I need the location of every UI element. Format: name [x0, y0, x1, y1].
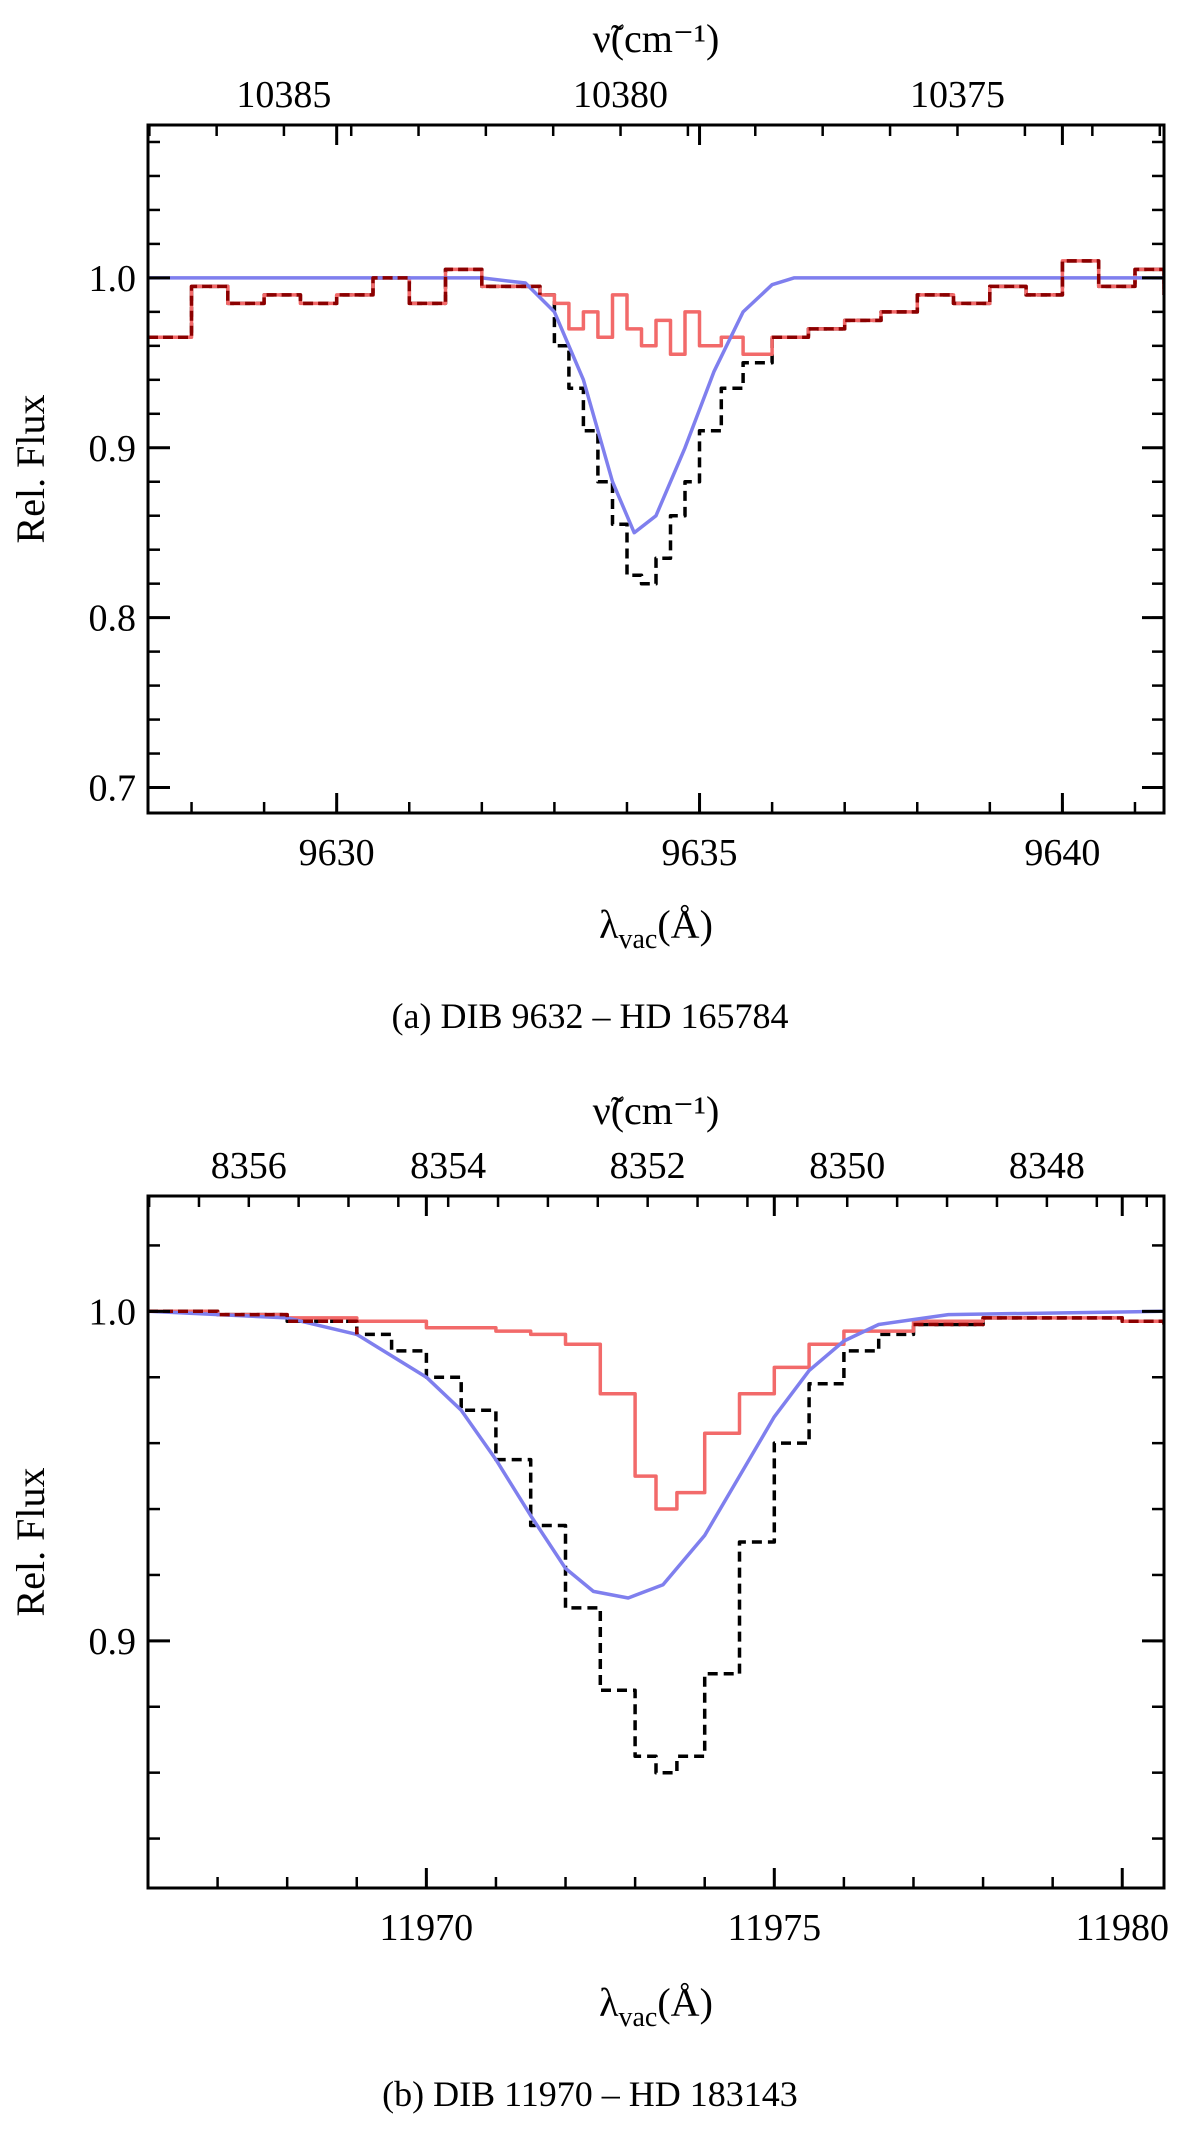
panel-b-top-tick-label: 8356	[211, 1145, 287, 1187]
panel-a-xlabel-unit: (Å)	[657, 902, 713, 947]
panel-a-xtick-label: 9640	[1024, 832, 1100, 874]
panel-b-top-tick-label: 8354	[410, 1145, 486, 1187]
panel-b-series-dark-red-overlap-4	[913, 1316, 1164, 1327]
panel-b-ticks: 11970 11975 11980 0.9 1.0 8356 8354 8352 8350 834…	[89, 1145, 1170, 1949]
panel-a-xtick-label: 9630	[299, 832, 375, 874]
panel-a-xtick-label: 9635	[662, 832, 738, 874]
panel-a-ytick-label: 0.9	[89, 428, 137, 470]
panel-b-top-tick-label: 8348	[1009, 1145, 1085, 1187]
panel-a-series-blue-model-2	[148, 276, 1164, 535]
panel-b-top-label-unit: (cm⁻¹)	[611, 1088, 720, 1133]
panel-b-xtick-label: 11980	[1075, 1907, 1169, 1949]
panel-a-series-red-steps-1	[148, 259, 1164, 357]
panel-a-ytick-label: 0.7	[89, 768, 137, 810]
panel-a-xlabel-symbol: λ	[599, 902, 619, 947]
panel-b-series-blue-model-2	[148, 1309, 1164, 1600]
panel-a-series-black-dashed-steps-0	[148, 259, 1164, 586]
panel-b-frame	[146, 1194, 1166, 1890]
panel-a-top-tick-label: 10385	[236, 74, 331, 116]
panel-a-top-tick-label: 10375	[910, 74, 1005, 116]
panel-a-series-dark-red-overlap-3	[148, 267, 542, 340]
panel-b-xtick-label: 11970	[380, 1907, 474, 1949]
panel-b-ylabel: Rel. Flux	[8, 1468, 53, 1617]
panel-b: 11970 11975 11980 0.9 1.0 8356 8354 8352 8350 834…	[8, 1088, 1169, 2114]
panel-b-top-label: ν̃(cm⁻¹)	[593, 1088, 720, 1133]
panel-b-series-dark-red-overlap-3	[148, 1309, 359, 1335]
panel-b-xlabel: λvac(Å)	[599, 1980, 713, 2033]
panel-a-top-tick-label: 10380	[573, 74, 668, 116]
panel-a-ylabel: Rel. Flux	[8, 395, 53, 544]
panel-a-top-label: ν̃(cm⁻¹)	[593, 16, 720, 61]
panel-a-xlabel-subscript: vac	[619, 924, 658, 955]
panel-b-xtick-label: 11975	[728, 1907, 822, 1949]
panel-b-top-tick-label: 8350	[809, 1145, 885, 1187]
panel-b-series-red-steps-1	[148, 1309, 1164, 1511]
panel-a-ytick-label: 0.8	[89, 598, 137, 640]
panel-a-top-label-unit: (cm⁻¹)	[611, 16, 720, 61]
panel-b-xlabel-unit: (Å)	[657, 1980, 713, 2025]
panel-b-caption: (b) DIB 11970 – HD 183143	[382, 2074, 798, 2114]
panel-a-xlabel: λvac(Å)	[599, 902, 713, 955]
panel-b-ytick-label: 0.9	[89, 1621, 137, 1663]
panel-b-xlabel-subscript: vac	[619, 2002, 658, 2033]
panel-a-frame	[146, 123, 1166, 815]
panel-b-top-tick-label: 8352	[610, 1145, 686, 1187]
panel-a-caption: (a) DIB 9632 – HD 165784	[392, 996, 789, 1036]
panel-a-series-dark-red-overlap-4	[772, 259, 1164, 340]
panel-b-plot-area	[148, 1309, 1164, 1775]
panel-b-series-black-dashed-steps-0	[148, 1309, 1164, 1775]
panel-b-xlabel-symbol: λ	[599, 1980, 619, 2025]
panel-b-ytick-label: 1.0	[89, 1291, 137, 1333]
panel-a-plot-area	[148, 259, 1164, 586]
panel-a-ytick-label: 1.0	[89, 258, 137, 300]
panel-a-ticks: 9630 9635 9640 0.7 0.8 0.9 1.0 10385 10380 10375	[89, 74, 1164, 874]
